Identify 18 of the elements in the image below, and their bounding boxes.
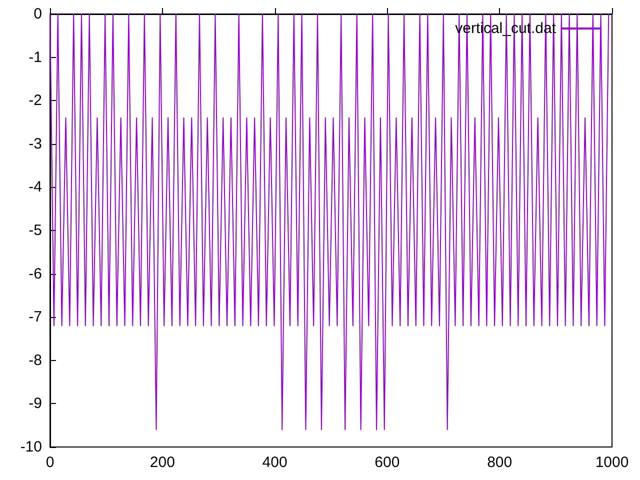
y-tick-label: -2 [28,92,42,110]
y-tick-label: -1 [28,48,42,66]
x-tick-label: 200 [150,454,175,471]
y-tick-label: 0 [34,6,42,22]
y-tick-label: -6 [28,265,42,282]
y-tick-label: -8 [28,352,42,369]
y-tick-label: -10 [20,438,42,456]
y-tick-label: -4 [28,178,42,196]
y-tick-label: -9 [28,395,42,412]
y-tick-label: -7 [28,308,42,326]
x-tick-label: 600 [374,454,400,471]
x-tick-label: 800 [487,454,512,471]
y-tick-label: -3 [28,135,42,152]
y-tick-label: -5 [28,222,42,239]
line-series [50,14,610,430]
x-tick-label: 400 [262,454,288,471]
x-tick-label: 0 [46,454,54,471]
x-tick-label: 1000 [595,454,629,471]
